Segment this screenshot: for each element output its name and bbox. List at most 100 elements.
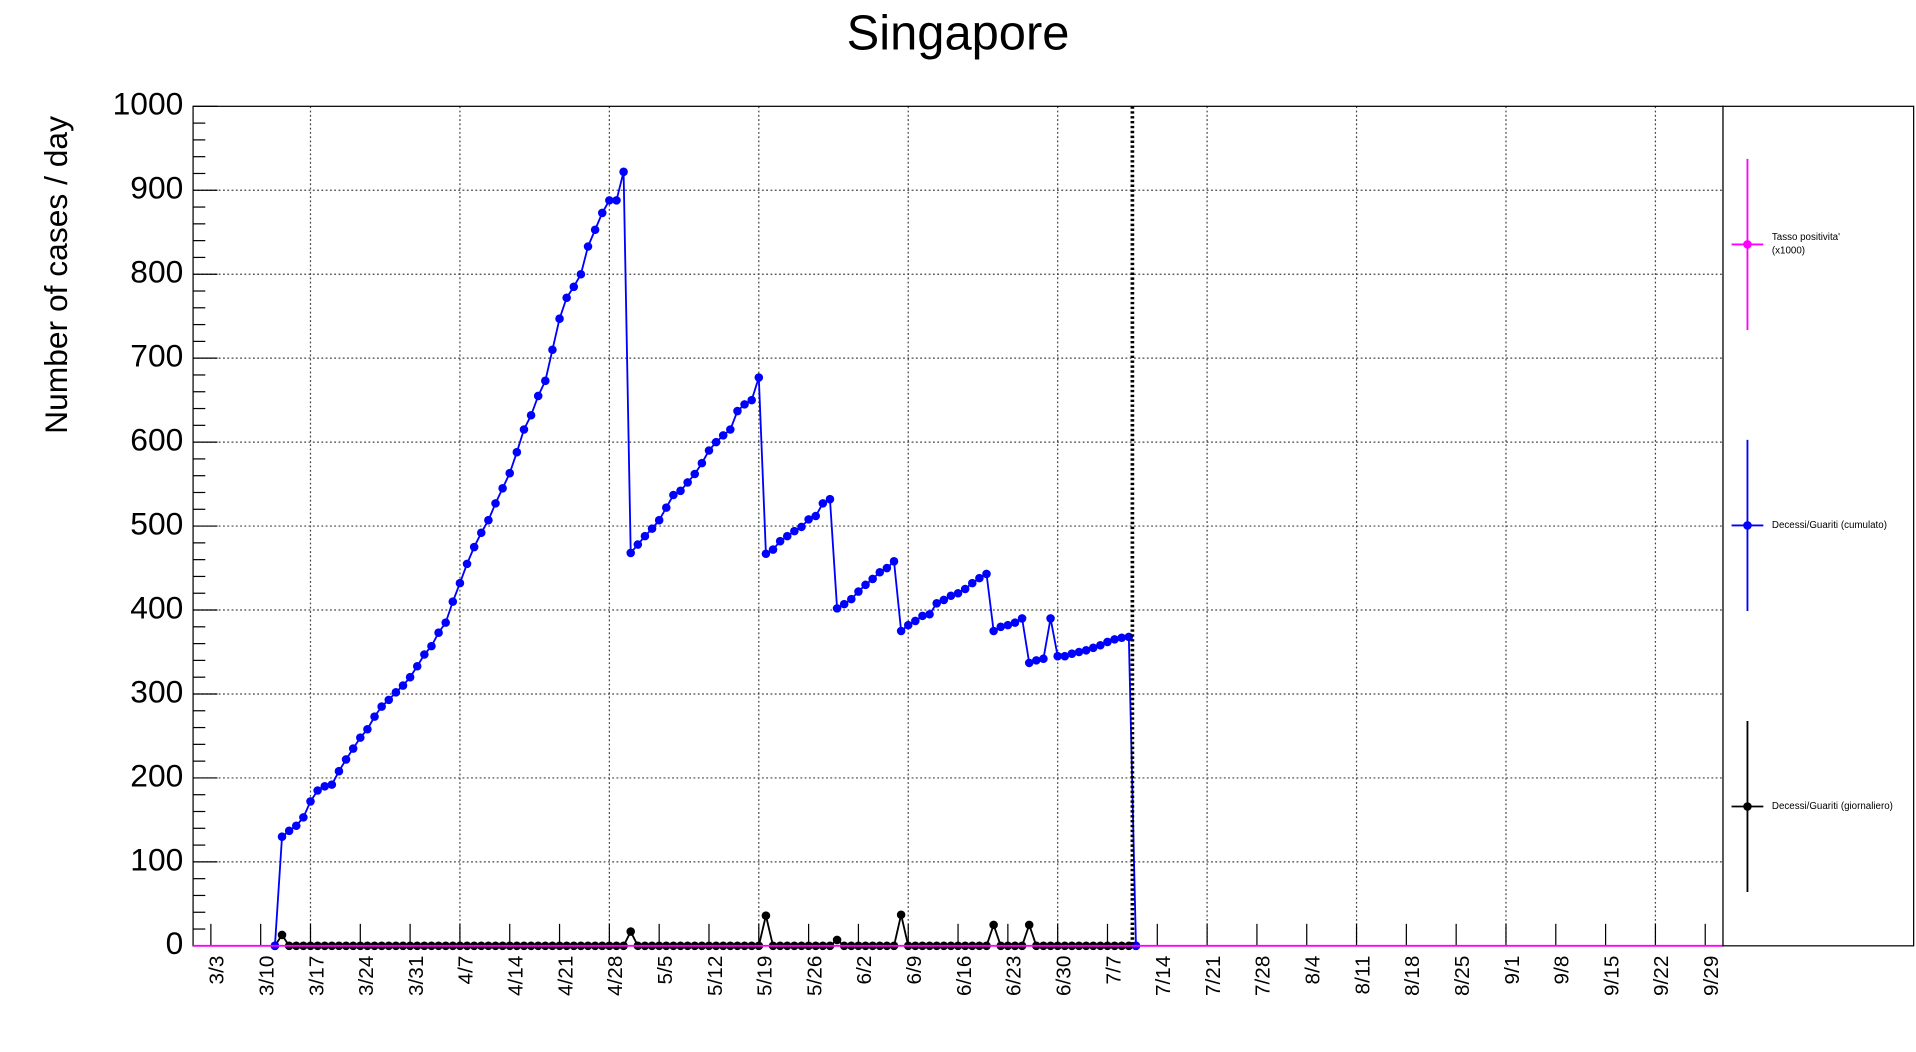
data-point xyxy=(391,688,401,697)
x-tick-label: 8/4 xyxy=(1302,956,1325,985)
data-point xyxy=(896,910,906,920)
data-point xyxy=(626,927,635,936)
data-point xyxy=(1081,646,1091,655)
legend-label: Decessi/Guariti (cumulato) xyxy=(1772,520,1887,531)
data-point xyxy=(1060,651,1070,661)
data-point xyxy=(548,345,557,355)
data-point xyxy=(1010,618,1020,627)
data-point xyxy=(761,549,771,559)
y-axis-label: Number of cases / day xyxy=(38,116,74,434)
data-point xyxy=(662,503,671,512)
x-tick-label: 4/21 xyxy=(554,956,577,996)
data-point xyxy=(427,641,436,651)
data-point xyxy=(690,469,700,479)
data-point xyxy=(320,782,329,791)
data-point xyxy=(519,425,529,434)
data-point xyxy=(377,702,386,711)
data-point xyxy=(982,569,991,579)
data-point xyxy=(626,548,635,558)
x-tick-label: 6/30 xyxy=(1052,956,1075,996)
x-tick-label: 6/23 xyxy=(1003,956,1026,996)
x-tick-label: 5/26 xyxy=(803,956,826,996)
data-point xyxy=(896,626,906,636)
data-point xyxy=(854,587,863,596)
data-point xyxy=(583,242,593,251)
data-point xyxy=(441,618,450,627)
x-tick-label: 9/29 xyxy=(1700,956,1723,996)
data-point xyxy=(1039,654,1048,663)
x-tick-label: 3/17 xyxy=(305,956,328,996)
data-point xyxy=(868,574,877,584)
y-tick-label: 0 xyxy=(166,925,184,961)
chart-body: Singapore Number of cases / day 0 100 200 3… xyxy=(38,7,1915,996)
x-tick-label: 3/10 xyxy=(255,956,278,996)
data-point xyxy=(1024,658,1034,668)
data-point xyxy=(768,545,778,554)
x-tick-label: 3/31 xyxy=(405,956,428,996)
data-point xyxy=(412,661,422,671)
data-point xyxy=(291,821,301,831)
legend-label-line: Tasso positivita' xyxy=(1772,232,1840,243)
x-tick-label: 9/22 xyxy=(1650,956,1673,996)
data-point xyxy=(341,755,351,764)
data-point xyxy=(1074,647,1084,657)
data-point xyxy=(996,622,1006,632)
legend-label: Tasso positivita' (x1000) xyxy=(1772,232,1840,256)
x-tick-label: 8/11 xyxy=(1351,956,1374,995)
data-point xyxy=(747,395,756,405)
data-point xyxy=(968,578,977,588)
y-tick-label: 300 xyxy=(130,673,183,709)
x-tick-label: 3/24 xyxy=(355,956,378,996)
data-point xyxy=(434,628,443,637)
data-point xyxy=(640,531,650,541)
y-tick-label: 800 xyxy=(130,254,183,290)
data-point xyxy=(811,511,821,521)
data-point xyxy=(669,490,678,500)
data-point xyxy=(363,724,372,734)
data-point xyxy=(612,196,621,205)
chart-title: Singapore xyxy=(847,7,1070,61)
x-tick-label: 5/19 xyxy=(754,956,777,996)
x-tick-label: 7/28 xyxy=(1252,956,1275,996)
data-point xyxy=(726,425,735,434)
data-point xyxy=(384,695,394,705)
data-point xyxy=(740,400,749,409)
data-point xyxy=(1024,920,1034,930)
data-point xyxy=(505,468,515,478)
legend-marker xyxy=(1743,802,1752,811)
data-point xyxy=(590,225,600,234)
data-point xyxy=(327,780,337,789)
data-point xyxy=(647,524,657,533)
legend-marker xyxy=(1743,240,1752,249)
data-point xyxy=(953,588,963,598)
data-point xyxy=(911,616,920,626)
data-point xyxy=(861,580,870,590)
data-point xyxy=(605,196,614,205)
data-point xyxy=(356,733,365,742)
data-point xyxy=(1103,637,1112,647)
data-point xyxy=(1003,620,1013,630)
data-point xyxy=(975,573,984,583)
data-point xyxy=(761,911,771,920)
data-point xyxy=(448,597,458,606)
x-tick-label: 4/28 xyxy=(604,956,627,996)
data-point xyxy=(334,766,344,776)
data-point xyxy=(455,578,465,588)
data-point xyxy=(491,499,500,508)
data-point xyxy=(597,208,607,218)
data-point xyxy=(782,531,792,541)
data-point xyxy=(555,314,564,323)
data-point xyxy=(754,373,764,382)
x-tick-label: 4/7 xyxy=(455,956,478,985)
data-point xyxy=(918,611,927,621)
x-tick-label: 5/12 xyxy=(704,956,727,996)
data-point xyxy=(1088,643,1098,653)
data-point xyxy=(306,797,315,806)
x-tick-label: 7/14 xyxy=(1152,956,1175,996)
data-point xyxy=(654,515,664,525)
data-point xyxy=(903,620,913,630)
data-point xyxy=(526,410,536,420)
data-point xyxy=(704,446,714,455)
y-tick-label: 100 xyxy=(130,841,183,877)
